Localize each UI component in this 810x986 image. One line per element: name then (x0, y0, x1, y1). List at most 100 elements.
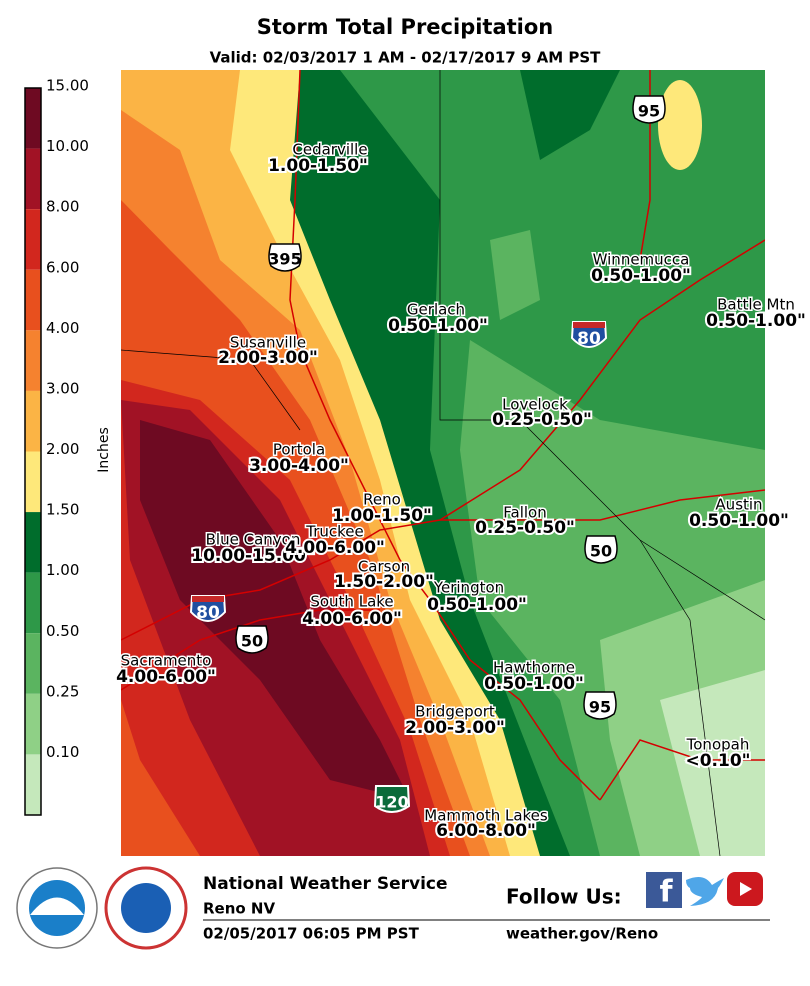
legend-tick-label: 4.00 (46, 319, 79, 337)
precip-range: 0.25-0.50" (492, 410, 592, 430)
legend-label: Inches (96, 427, 112, 472)
legend: 15.00 10.00 8.00 6.00 4.00 3.00 2.00 1.50 1.00 0.… (24, 77, 89, 816)
shields: 95 395 80 80 50 50 95 120 (189, 95, 666, 813)
legend-swatch (25, 754, 41, 815)
city-name: Mammoth Lakes (424, 807, 548, 825)
city-name: Battle Mtn (717, 296, 795, 314)
state-shield (373, 785, 411, 813)
legend-swatch (25, 269, 41, 331)
legend-tick-label: 1.00 (46, 561, 79, 579)
legend-swatch (25, 209, 41, 270)
precip-range: 0.50-1.00" (427, 595, 527, 615)
city-name: Reno (363, 491, 401, 509)
precip-range: 0.50-1.00" (388, 316, 488, 336)
interstate-band (573, 322, 605, 328)
interstate-shield (189, 595, 227, 622)
precip-range: 0.50-1.00" (484, 674, 584, 694)
shield-number: 50 (590, 542, 612, 561)
legend-swatch (25, 451, 41, 513)
nws-logo-inner (121, 883, 171, 933)
city-name: South Lake (310, 593, 393, 611)
city-name: Austin (715, 496, 762, 514)
legend-swatch (25, 330, 41, 391)
city-name: Hawthorne (493, 659, 575, 677)
legend-swatch (25, 390, 41, 452)
office: Reno NV (203, 900, 275, 918)
precip-range: 1.50-2.00" (334, 572, 434, 592)
us-shield (584, 535, 618, 564)
precip-range: 3.00-4.00" (249, 456, 349, 476)
city-name: Tonopah (686, 736, 750, 754)
city-name: Gerlach (407, 301, 465, 319)
city-name: Yerington (433, 579, 504, 597)
city-name: Sacramento (121, 652, 212, 670)
shield-number: 120 (375, 793, 408, 812)
subtitle: Valid: 02/03/2017 1 AM - 02/17/2017 9 AM… (210, 49, 602, 67)
city-name: Carson (358, 558, 410, 576)
precip-range: 1.00-1.50" (268, 156, 368, 176)
legend-swatch (25, 572, 41, 634)
city-name: Winnemucca (593, 251, 690, 269)
legend-tick-label: 0.25 (46, 682, 79, 700)
precip-range: 2.00-3.00" (405, 718, 505, 738)
issued: 02/05/2017 06:05 PM PST (203, 925, 420, 943)
legend-tick-label: 1.50 (46, 501, 79, 519)
title: Storm Total Precipitation (257, 15, 554, 39)
legend-tick-label: 3.00 (46, 379, 79, 397)
precip-range: 2.00-3.00" (218, 348, 318, 368)
shield-number: 80 (577, 329, 601, 349)
city-name: Blue Canyon (206, 531, 301, 549)
facebook-icon[interactable] (646, 872, 682, 908)
legend-tick-label: 0.10 (46, 743, 79, 761)
legend-swatch (25, 693, 41, 755)
shield-number: 395 (268, 250, 301, 269)
legend-swatch (25, 148, 41, 210)
precip-range: 0.25-0.50" (475, 518, 575, 538)
map (121, 70, 765, 856)
precip-range: 1.00-1.50" (332, 506, 432, 526)
legend-tick-label: 2.00 (46, 440, 79, 458)
legend-swatch (25, 633, 41, 694)
precip-range: 6.00-8.00" (436, 821, 536, 841)
footer: National Weather Service Reno NV 02/05/2… (16, 866, 770, 950)
legend-tick-label: 10.00 (46, 137, 89, 155)
precip-range: 4.00-6.00" (116, 667, 216, 687)
shield-number: 95 (589, 698, 611, 717)
legend-swatch (25, 512, 41, 573)
legend-tick-label: 8.00 (46, 198, 79, 216)
svg-text:f: f (659, 875, 673, 910)
us-shield (235, 625, 269, 654)
precip-range: 0.50-1.00" (591, 266, 691, 286)
website[interactable]: weather.gov/Reno (506, 925, 658, 943)
precip-range: 4.00-6.00" (302, 609, 402, 629)
interstate-band (192, 596, 224, 602)
precip-range: 0.50-1.00" (689, 511, 789, 531)
legend-swatch (25, 88, 41, 149)
city-name: Truckee (305, 523, 364, 541)
city-name: Fallon (503, 504, 546, 522)
twitter-icon[interactable] (686, 876, 724, 906)
interstate-shield (570, 321, 608, 348)
shield-number: 50 (241, 632, 263, 651)
us-shield (632, 95, 666, 124)
legend-tick-label: 0.50 (46, 622, 79, 640)
legend-tick-label: 6.00 (46, 258, 79, 276)
precip-range: 0.50-1.00" (706, 311, 806, 331)
shield-number: 80 (196, 603, 220, 623)
city-name: Cedarville (292, 141, 367, 159)
us-shield (268, 243, 302, 272)
legend-frame (24, 87, 42, 816)
city-name: Bridgeport (415, 703, 495, 721)
precip-range: <0.10" (685, 751, 750, 771)
precip-range: 10.00-15.00" (191, 546, 314, 566)
legend-tick-label: 15.00 (46, 77, 89, 95)
follow: Follow Us: (506, 885, 622, 909)
city-name: Susanville (230, 334, 306, 352)
agency: National Weather Service (203, 874, 448, 894)
precip-range: 4.00-6.00" (285, 538, 385, 558)
city-name: Portola (273, 441, 325, 459)
us-shield (583, 691, 617, 720)
map-labels: Cedarville1.00-1.50"Winnemucca0.50-1.00"… (114, 139, 808, 843)
city-name: Lovelock (502, 396, 568, 414)
